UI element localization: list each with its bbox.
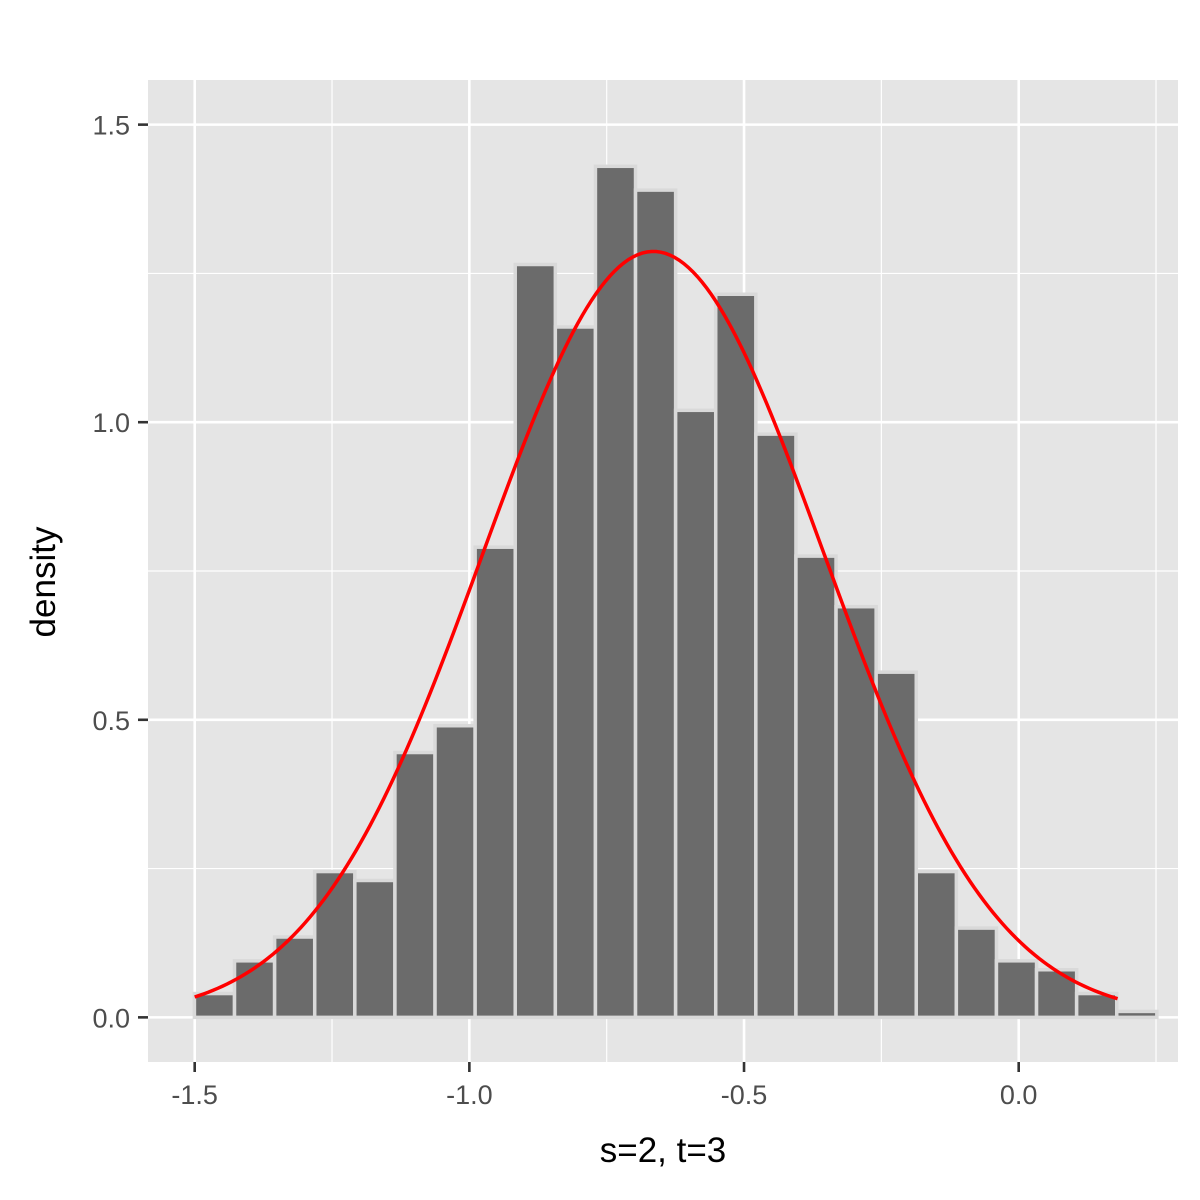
histogram-bar xyxy=(192,991,237,1020)
x-axis: -1.5 -1.0 -0.5 0.0 xyxy=(171,1062,1037,1110)
histogram-bar xyxy=(994,959,1039,1020)
y-axis: 0.0 0.5 1.0 1.5 xyxy=(92,111,148,1033)
x-tick-label: -1.5 xyxy=(171,1080,218,1110)
x-axis-title: s=2, t=3 xyxy=(600,1131,726,1170)
y-tick-label: 1.0 xyxy=(92,408,130,438)
histogram-bar xyxy=(1114,1009,1159,1020)
x-tick-label: -0.5 xyxy=(721,1080,768,1110)
y-tick-label: 1.5 xyxy=(92,111,130,141)
histogram-bar xyxy=(553,325,598,1020)
histogram-bar xyxy=(794,554,838,1020)
histogram-bar xyxy=(1074,991,1119,1020)
histogram-bar xyxy=(673,408,718,1020)
y-axis-title: density xyxy=(24,526,63,637)
histogram-bar xyxy=(593,164,638,1020)
histogram-bar xyxy=(713,292,758,1020)
histogram-bar xyxy=(353,878,397,1020)
density-curve xyxy=(194,249,1119,1001)
histogram-bar xyxy=(954,926,999,1020)
y-tick-label: 0.0 xyxy=(92,1003,130,1033)
x-tick-label: -1.0 xyxy=(446,1080,493,1110)
y-tick-label: 0.5 xyxy=(92,706,130,736)
histogram-bar xyxy=(874,670,918,1020)
histogram-bar xyxy=(473,545,517,1020)
histogram-bar xyxy=(914,869,959,1020)
histogram-bar xyxy=(312,869,357,1020)
x-tick-label: 0.0 xyxy=(1000,1080,1038,1110)
histogram-bar xyxy=(633,188,678,1020)
histogram-bar xyxy=(433,723,477,1020)
histogram-bar xyxy=(1034,968,1079,1020)
histogram-bar xyxy=(754,432,798,1020)
histogram-bar xyxy=(513,262,558,1020)
histogram-bars xyxy=(192,164,1159,1020)
histogram-bar xyxy=(834,604,878,1020)
histogram-bar xyxy=(393,750,437,1020)
